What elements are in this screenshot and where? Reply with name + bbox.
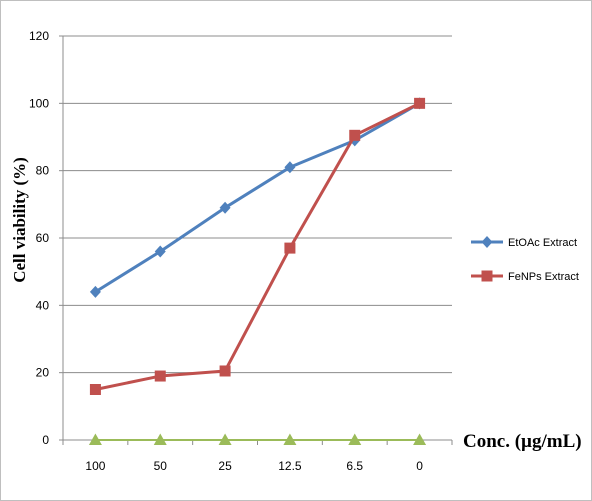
data-point (284, 161, 296, 174)
x-tick-label: 100 (85, 459, 105, 473)
legend: EtOAc Extract FeNPs Extract (471, 236, 579, 283)
data-point (349, 129, 361, 141)
legend-label: EtOAc Extract (508, 237, 577, 249)
x-tick-label: 12.5 (278, 459, 302, 473)
x-tick-label: 50 (154, 459, 168, 473)
series-1 (89, 97, 426, 298)
x-tick-labels: 100 50 25 12.5 6.5 0 (85, 459, 423, 473)
data-point (219, 365, 231, 377)
data-point (89, 384, 101, 395)
x-tick-label: 0 (416, 459, 423, 473)
data-point (348, 433, 362, 445)
data-point (88, 433, 102, 445)
data-point (284, 242, 296, 254)
y-tick-label: 0 (42, 433, 49, 447)
data-point (154, 370, 166, 382)
legend-item: EtOAc Extract (471, 236, 577, 249)
y-tick-label: 120 (29, 29, 49, 43)
legend-marker (481, 270, 493, 282)
legend-marker (481, 236, 493, 248)
data-point (414, 97, 426, 109)
data-point (89, 285, 101, 298)
data-point (218, 433, 232, 445)
y-tick-label: 20 (36, 366, 50, 380)
data-point (154, 245, 166, 258)
data-point (219, 201, 231, 214)
y-tick-labels: 0 20 40 60 80 100 120 (29, 29, 49, 447)
legend-label: FeNPs Extract (508, 271, 579, 283)
series-line (95, 101, 421, 391)
y-tick-label: 40 (36, 298, 50, 312)
x-tick-label: 6.5 (346, 459, 363, 473)
data-point (153, 433, 167, 445)
gridlines (63, 35, 452, 374)
y-axis-title: Cell viability (%) (10, 157, 29, 283)
y-tick-label: 80 (36, 164, 50, 178)
series-3 (88, 433, 427, 445)
y-tick-label: 60 (36, 231, 50, 245)
legend-item: FeNPs Extract (471, 270, 579, 283)
y-tick-label: 100 (29, 96, 49, 110)
series (88, 97, 427, 445)
x-tick-label: 25 (218, 459, 232, 473)
series-2 (89, 97, 426, 395)
data-point (413, 433, 427, 445)
x-axis-title: Conc. (µg/mL) (463, 431, 582, 452)
data-point (283, 433, 297, 445)
series-line (94, 102, 421, 294)
